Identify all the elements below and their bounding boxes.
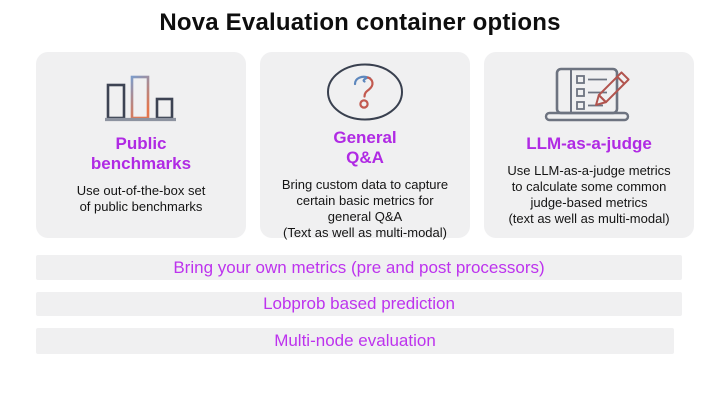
card-title: Public benchmarks bbox=[90, 134, 192, 174]
card-title: LLM-as-a-judge bbox=[526, 134, 652, 153]
bar-chart-icon bbox=[103, 62, 179, 128]
card-body: Use LLM-as-a-judge metrics to calculate … bbox=[507, 163, 671, 227]
banner-lobprob-based-prediction: Lobprob based prediction bbox=[36, 292, 682, 316]
card-public-benchmarks: Public benchmarks Use out-of-the-box set… bbox=[36, 52, 246, 238]
question-mark-icon bbox=[325, 62, 405, 122]
page-title: Nova Evaluation container options bbox=[159, 9, 561, 36]
card-body: Use out-of-the-box set of public benchma… bbox=[76, 183, 206, 215]
banner-bring-your-own-metrics: Bring your own metrics (pre and post pro… bbox=[36, 255, 682, 280]
card-llm-as-a-judge: LLM-as-a-judge Use LLM-as-a-judge metric… bbox=[484, 52, 694, 238]
banner-multi-node-evaluation: Multi-node evaluation bbox=[36, 328, 674, 354]
laptop-checklist-pencil-icon bbox=[541, 62, 637, 128]
card-general-qa: General Q&A Bring custom data to capture… bbox=[260, 52, 470, 241]
card-title: General Q&A bbox=[333, 128, 397, 168]
card-body: Bring custom data to capture certain bas… bbox=[281, 177, 449, 241]
option-cards-row: Public benchmarks Use out-of-the-box set… bbox=[36, 52, 694, 241]
